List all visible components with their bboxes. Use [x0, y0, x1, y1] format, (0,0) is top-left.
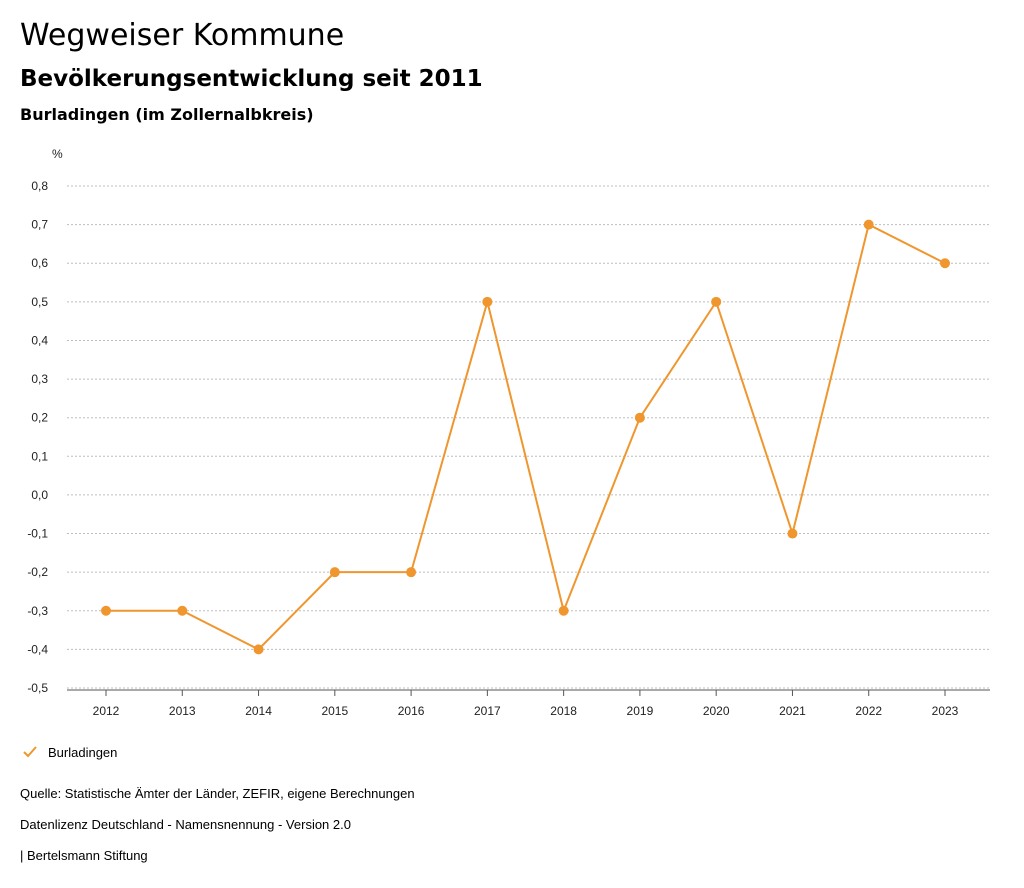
x-tick-label: 2019 — [627, 704, 654, 718]
chart-title: Bevölkerungsentwicklung seit 2011 — [20, 66, 483, 92]
x-tick-label: 2022 — [855, 704, 882, 718]
source-note: Quelle: Statistische Ämter der Länder, Z… — [20, 786, 415, 801]
series-line — [106, 223, 946, 651]
data-point-2015[interactable] — [329, 567, 340, 578]
data-point-2016[interactable] — [406, 567, 417, 578]
legend-item-burladingen: Burladingen — [48, 744, 118, 760]
region-subtitle: Burladingen (im Zollernalbkreis) — [20, 105, 314, 124]
y-tick-label: 0,1 — [31, 449, 48, 463]
data-point-2017[interactable] — [482, 296, 493, 307]
publisher-link[interactable]: | Bertelsmann Stiftung — [20, 848, 148, 863]
x-tick-label: 2014 — [245, 704, 272, 718]
y-axis-ticks: 0,8 0,7 0,6 0,5 0,4 0,3 0,2 0,1 0,0 -0,1 -0,2 -0,3 -… — [27, 179, 48, 695]
gridlines — [67, 185, 990, 691]
y-tick-label: 0,5 — [31, 295, 48, 309]
y-tick-label: 0,7 — [31, 218, 48, 232]
series-burladingen — [101, 219, 950, 655]
x-axis-ticks: 2012 2013 2014 2015 2016 2017 2018 2019 2020 2021… — [93, 690, 959, 718]
x-tick-label: 2021 — [779, 704, 806, 718]
x-tick-label: 2017 — [474, 704, 501, 718]
data-point-2023[interactable] — [940, 258, 950, 269]
y-tick-label: 0,4 — [31, 333, 48, 347]
y-tick-label: 0,2 — [31, 411, 48, 425]
y-tick-label: -0,5 — [27, 681, 48, 695]
y-axis-unit-label: % — [52, 147, 63, 161]
x-tick-label: 2016 — [398, 704, 425, 718]
x-tick-label: 2023 — [932, 704, 959, 718]
x-tick-label: 2020 — [703, 704, 730, 718]
data-point-2012[interactable] — [101, 605, 111, 616]
y-tick-label: 0,6 — [31, 256, 48, 270]
data-point-2018[interactable] — [558, 605, 569, 616]
legend[interactable]: Burladingen — [22, 744, 117, 760]
app-title: Wegweiser Kommune — [20, 18, 345, 53]
y-tick-label: 0,8 — [31, 179, 48, 193]
y-tick-label: -0,2 — [27, 565, 48, 579]
y-tick-label: 0,0 — [31, 488, 48, 502]
y-tick-label: -0,1 — [27, 527, 48, 541]
y-tick-label: -0,3 — [27, 604, 48, 618]
license-note: Datenlizenz Deutschland - Namensnennung … — [20, 817, 351, 832]
data-point-2019[interactable] — [634, 412, 645, 423]
data-point-2014[interactable] — [253, 644, 264, 655]
data-point-2021[interactable] — [787, 528, 798, 539]
data-point-2022[interactable] — [863, 219, 874, 230]
x-tick-label: 2012 — [93, 704, 120, 718]
x-tick-label: 2013 — [169, 704, 196, 718]
x-tick-label: 2018 — [550, 704, 577, 718]
data-point-2013[interactable] — [177, 605, 188, 616]
x-tick-label: 2015 — [321, 704, 348, 718]
legend-check-icon — [23, 746, 37, 758]
y-tick-label: -0,4 — [27, 642, 48, 656]
line-chart: % 0,8 0,7 0,6 0,5 0,4 0,3 0,2 0,1 0,0 -0,1 -0,2 -0,… — [27, 147, 990, 718]
data-point-2020[interactable] — [711, 296, 722, 307]
y-tick-label: 0,3 — [31, 372, 48, 386]
